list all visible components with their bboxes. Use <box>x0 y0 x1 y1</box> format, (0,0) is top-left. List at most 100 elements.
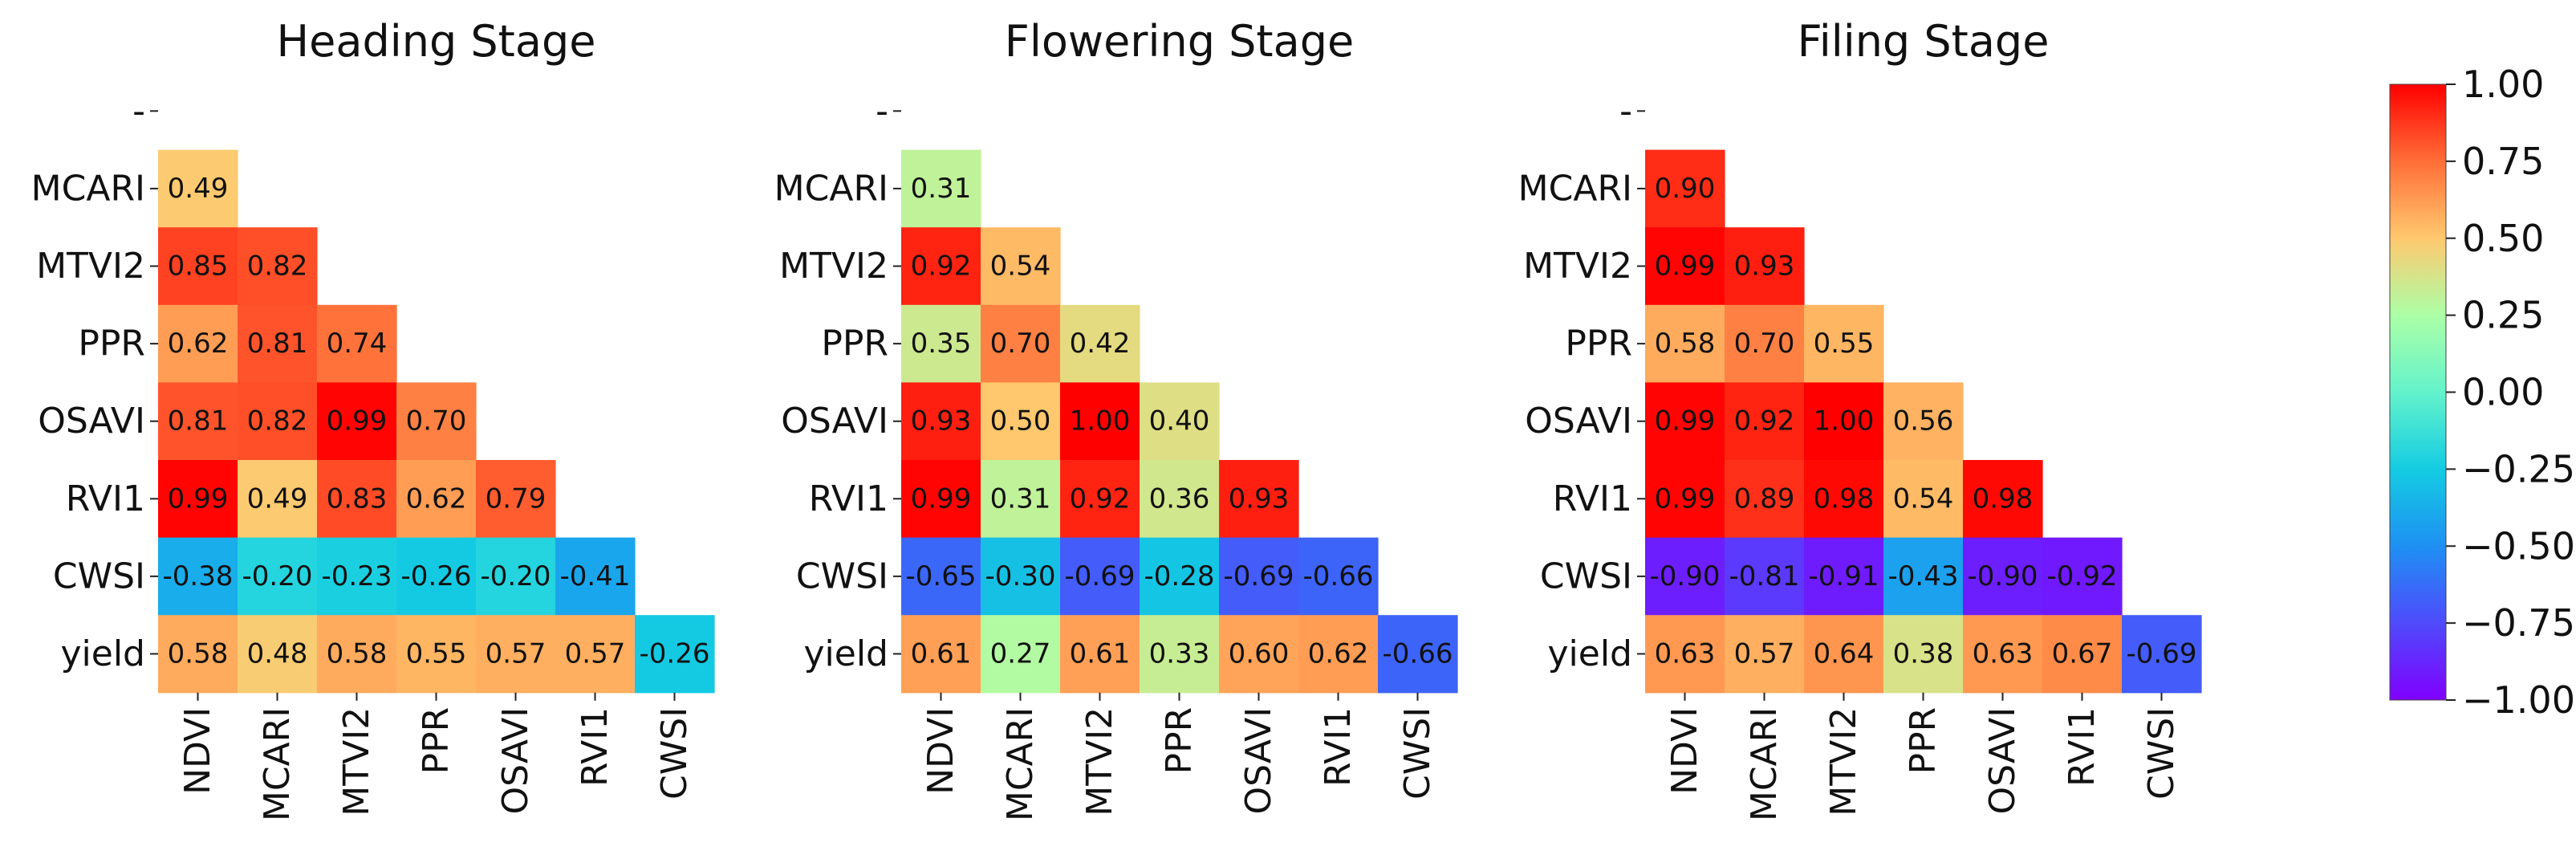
cell-value-label: 0.55 <box>406 638 467 670</box>
column-label-mtvi2: MTVI2 <box>1823 707 1864 816</box>
heatmap-cell <box>901 460 981 539</box>
cell-value-label: 0.36 <box>1149 482 1210 515</box>
cell-value-label: 0.93 <box>911 405 972 438</box>
column-label-cwsi: CWSI <box>654 707 695 800</box>
cell-value-label: -0.28 <box>1144 560 1215 592</box>
heatmap-panel-filing-stage: Filing Stage - MCARI MTVI2 PPR OSAVI RVI1 CWSI y… <box>1518 16 2202 821</box>
colorbar-tick-label: 0.50 <box>2462 217 2544 260</box>
cell-value-label: 0.99 <box>327 405 388 438</box>
cell-value-label: -0.26 <box>401 560 472 592</box>
column-label-osavi: OSAVI <box>1238 707 1279 815</box>
heatmap-cell <box>1804 304 1884 383</box>
heatmap-cell <box>1963 460 2043 539</box>
cell-value-label: -0.38 <box>163 560 234 592</box>
row-label-rvi1: RVI1 <box>66 478 145 519</box>
heatmap-cell <box>1645 149 1725 228</box>
heatmap-cell <box>317 537 397 616</box>
colorbar: 1.00 0.75 0.50 0.25 0.00 −0.25 −0.50 −0.75 −1.00 <box>2389 63 2575 722</box>
column-label-mcari: MCARI <box>257 707 298 821</box>
heatmap-cell <box>1645 537 1725 616</box>
heatmap-cell <box>1804 382 1884 461</box>
heatmap-cell <box>1219 537 1299 616</box>
heatmap-cell <box>1645 304 1725 383</box>
cell-value-label: 0.54 <box>990 250 1051 283</box>
cell-value-label: -0.23 <box>322 560 392 592</box>
row-label-rvi1: RVI1 <box>809 478 888 519</box>
heatmap-cell <box>158 615 238 694</box>
cell-value-label: 0.63 <box>1973 638 2034 670</box>
heatmap-cell <box>1804 615 1884 694</box>
heatmap-cell <box>1645 382 1725 461</box>
heatmap-cell <box>981 460 1061 539</box>
cell-value-label: 0.99 <box>1655 405 1716 438</box>
cell-value-label: 0.40 <box>1149 405 1210 438</box>
cell-value-label: 0.31 <box>911 173 972 205</box>
row-label-yield: yield <box>804 633 889 674</box>
cell-value-label: 0.58 <box>1655 328 1716 360</box>
chart-title: Heading Stage <box>277 16 596 67</box>
heatmap-cell <box>1725 304 1805 383</box>
cell-value-label: 0.58 <box>168 638 229 670</box>
heatmap-cell <box>2122 615 2202 694</box>
cell-value-label: 1.00 <box>1070 405 1131 438</box>
cell-value-label: -0.43 <box>1888 560 1959 592</box>
heatmap-cell <box>396 382 477 461</box>
heatmap-cell <box>1883 615 1964 694</box>
cell-value-label: -0.90 <box>1968 560 2038 592</box>
cell-value-label: -0.91 <box>1809 560 1879 592</box>
heatmap-cell <box>1140 537 1220 616</box>
heatmap-cell <box>981 615 1061 694</box>
heatmap-cell <box>555 615 636 694</box>
heatmap-cell <box>1645 615 1725 694</box>
cell-value-label: 0.56 <box>1893 405 1954 438</box>
cell-value-label: 0.62 <box>1308 638 1369 670</box>
heatmap-cell <box>158 227 238 306</box>
heatmap-cell <box>981 382 1061 461</box>
heatmap-cell <box>158 149 238 228</box>
cell-value-label: 0.50 <box>990 405 1051 438</box>
cell-value-label: 0.82 <box>247 250 308 283</box>
row-label-osavi: OSAVI <box>1525 401 1632 442</box>
colorbar-tick-label: 0.25 <box>2462 294 2544 337</box>
row-label-ppr: PPR <box>78 324 145 364</box>
column-label-ppr: PPR <box>1903 707 1944 775</box>
heatmap-cell <box>476 615 556 694</box>
cell-value-label: 0.85 <box>168 250 229 283</box>
heatmap-cell <box>317 615 397 694</box>
cell-value-label: -0.30 <box>985 560 1056 592</box>
heatmap-cell <box>2042 537 2123 616</box>
colorbar-tick-label: 0.75 <box>2462 140 2544 183</box>
cell-value-label: -0.66 <box>1383 638 1453 670</box>
row-label-mcari: MCARI <box>1518 168 1632 209</box>
cell-value-label: 0.61 <box>911 638 972 670</box>
cell-value-label: -0.90 <box>1650 560 1721 592</box>
heatmap-cell <box>158 304 238 383</box>
cell-value-label: 0.62 <box>168 328 229 360</box>
column-label-ppr: PPR <box>416 707 457 775</box>
column-label-mcari: MCARI <box>1000 707 1041 821</box>
column-label-ndvi: NDVI <box>920 707 961 795</box>
heatmap-cell <box>901 382 981 461</box>
row-label-osavi: OSAVI <box>781 401 888 442</box>
cell-value-label: 0.33 <box>1149 638 1210 670</box>
heatmap-cell <box>1060 382 1140 461</box>
heatmap-cell <box>238 304 318 383</box>
cell-value-label: 0.98 <box>1973 482 2034 515</box>
row-label-blank: - <box>132 91 145 132</box>
column-label-mtvi2: MTVI2 <box>1079 707 1120 816</box>
heatmap-cell <box>1883 537 1964 616</box>
heatmap-cell <box>317 460 397 539</box>
cell-value-label: -0.66 <box>1303 560 1374 592</box>
column-label-ndvi: NDVI <box>177 707 218 795</box>
heatmap-cell <box>396 537 477 616</box>
row-label-mcari: MCARI <box>31 168 145 209</box>
heatmap-cell <box>1963 615 2043 694</box>
cell-value-label: 0.93 <box>1734 250 1795 283</box>
cell-value-label: 0.90 <box>1655 173 1716 205</box>
row-label-ppr: PPR <box>1565 324 1632 364</box>
chart-title: Filing Stage <box>1798 16 2050 67</box>
heatmap-cell <box>1883 460 1964 539</box>
colorbar-tick-label: −1.00 <box>2462 678 2575 722</box>
cell-value-label: -0.20 <box>242 560 313 592</box>
heatmap-cell <box>1725 227 1805 306</box>
